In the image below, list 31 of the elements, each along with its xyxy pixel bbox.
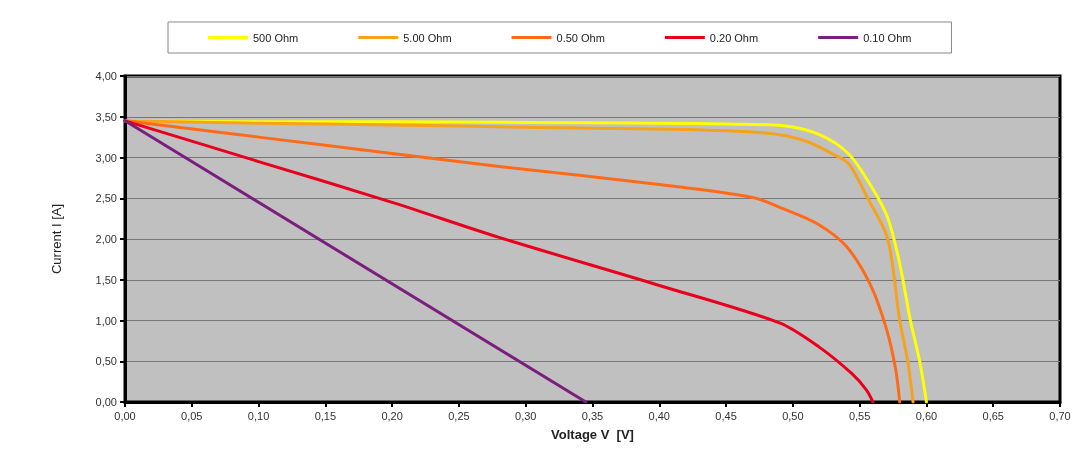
x-axis-title: Voltage V [V] xyxy=(551,427,634,442)
y-axis-title: Current I [A] xyxy=(49,203,64,275)
x-tick-label: 0,35 xyxy=(581,409,604,422)
x-tick-label: 0,45 xyxy=(715,409,737,422)
y-tick-label: 1,00 xyxy=(95,314,117,327)
y-tick-label: 1,50 xyxy=(95,273,117,286)
x-tick-label: 0,50 xyxy=(782,409,804,422)
x-tick-label: 0,25 xyxy=(448,409,470,422)
y-tick-label: 2,50 xyxy=(95,192,117,205)
legend-label: 0.10 Ohm xyxy=(863,31,912,44)
x-tick-label: 0,70 xyxy=(1049,409,1071,422)
legend-label: 500 Ohm xyxy=(253,31,299,44)
x-tick-label: 0,20 xyxy=(381,409,403,422)
x-tick-label: 0,65 xyxy=(982,409,1004,422)
legend-label: 5.00 Ohm xyxy=(403,31,452,44)
y-tick-label: 4,00 xyxy=(95,70,117,82)
x-tick-label: 0,00 xyxy=(114,409,136,422)
x-tick-label: 0,10 xyxy=(247,409,270,422)
x-tick-label: 0,05 xyxy=(181,409,203,422)
y-tick-label: 3,00 xyxy=(95,151,117,164)
x-tick-label: 0,60 xyxy=(915,409,938,422)
x-tick-label: 0,40 xyxy=(648,409,670,422)
y-tick-label: 0,00 xyxy=(95,396,117,408)
legend-label: 0.20 Ohm xyxy=(709,31,759,44)
x-tick-label: 0,30 xyxy=(515,409,537,422)
y-tick-label: 3,50 xyxy=(95,110,117,123)
y-tick-label: 0,50 xyxy=(95,355,117,368)
legend-label: 0.50 Ohm xyxy=(556,31,605,44)
y-tick-label: 2,00 xyxy=(95,233,117,245)
x-tick-label: 0,55 xyxy=(848,409,871,422)
x-tick-label: 0,15 xyxy=(314,409,337,422)
